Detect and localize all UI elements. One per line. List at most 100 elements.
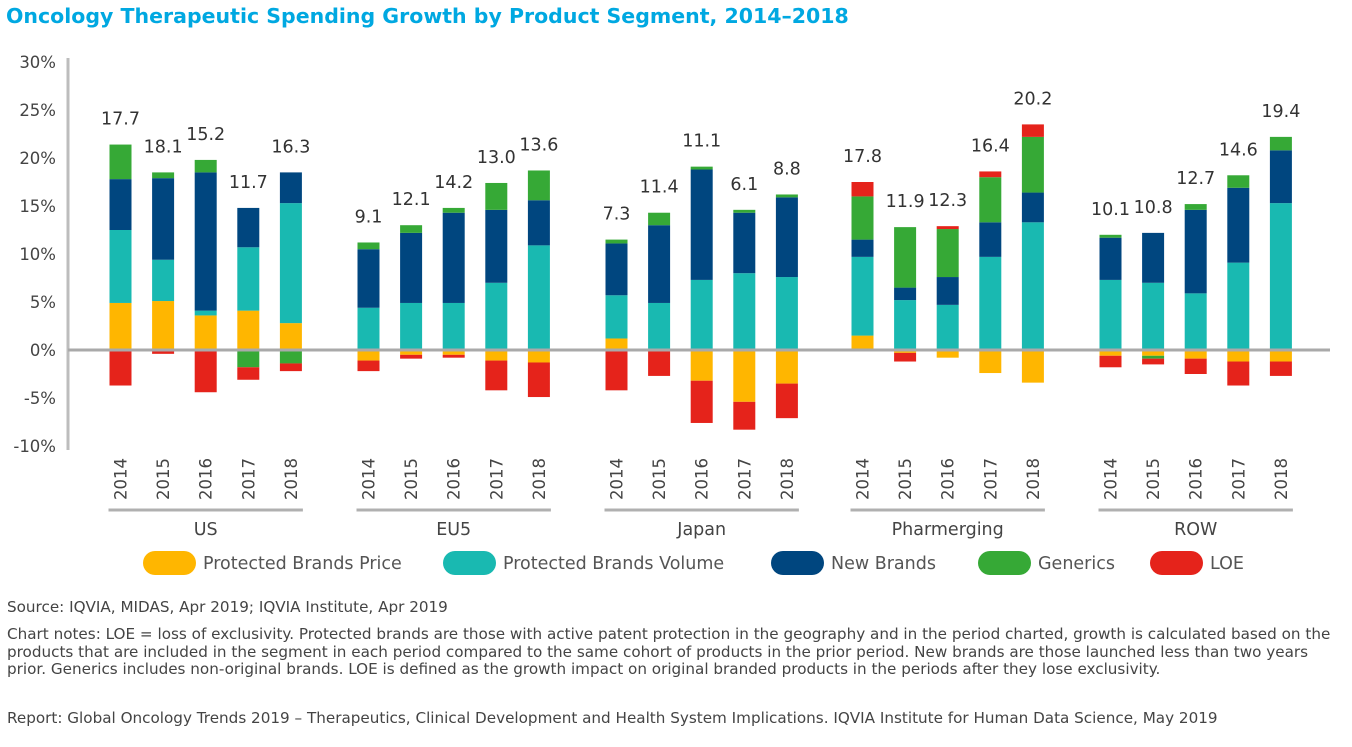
legend-swatch-loe [1150, 551, 1203, 575]
x-tick-label: 2016 [693, 458, 712, 500]
group-label: EU5 [436, 520, 471, 540]
x-tick-label: 2014 [360, 458, 379, 500]
bar-segment-loe [527, 362, 550, 398]
bar-segment-loe [485, 360, 508, 391]
x-tick-label: 2014 [608, 458, 627, 500]
bar-total-label: 17.7 [101, 110, 140, 130]
bar-total-label: 13.0 [477, 148, 516, 168]
legend-swatch-volume [443, 551, 496, 575]
x-tick-label: 2014 [1102, 458, 1121, 500]
bar-segment-price [979, 350, 1002, 374]
bar-segment-new [605, 243, 628, 296]
bar-total-label: 11.7 [229, 173, 268, 193]
bar-segment-volume [733, 273, 756, 350]
bar-segment-price [1099, 350, 1122, 356]
bar-segment-loe [279, 363, 302, 372]
bar-segment-new [485, 209, 508, 283]
x-tick-label: 2016 [445, 458, 464, 500]
bar-segment-generics [775, 194, 798, 198]
x-tick-label: 2018 [778, 458, 797, 500]
bar-segment-generics [648, 212, 671, 226]
legend-label: Protected Brands Price [203, 554, 402, 574]
bar-segment-loe [1021, 124, 1044, 137]
y-tick-label: 0% [30, 341, 56, 360]
y-tick-label: 15% [19, 197, 56, 216]
legend-swatch-new [771, 551, 824, 575]
bar-segment-price [733, 350, 756, 402]
bar-segment-price [690, 350, 713, 381]
x-tick-label: 2017 [487, 458, 506, 500]
bar-segment-price [400, 350, 423, 355]
bar-segment-generics [279, 350, 302, 364]
bar-segment-price [357, 350, 380, 361]
bar-total-label: 13.6 [519, 135, 558, 155]
bar-segment-new [442, 212, 465, 303]
bar-segment-price [1142, 350, 1165, 356]
bar-total-label: 12.3 [928, 191, 967, 211]
x-tick-label: 2017 [735, 458, 754, 500]
bar-segment-price [1021, 350, 1044, 383]
bar-total-label: 14.2 [434, 173, 473, 193]
bar-segment-volume [194, 310, 217, 316]
bar-segment-new [936, 277, 959, 305]
bar-segment-new [1227, 187, 1250, 263]
bar-segment-volume [279, 203, 302, 324]
bar-segment-price [1269, 350, 1292, 362]
bar-segment-new [357, 249, 380, 308]
bar-total-label: 15.2 [186, 125, 225, 145]
source-note: Source: IQVIA, MIDAS, Apr 2019; IQVIA In… [7, 598, 448, 616]
y-tick-label: 5% [30, 293, 56, 312]
x-tick-label: 2016 [1187, 458, 1206, 500]
bar-segment-new [894, 287, 917, 301]
bar-segment-price [527, 350, 550, 363]
bar-segment-generics [357, 242, 380, 250]
bar-segment-price [279, 323, 302, 350]
bar-segment-generics [979, 177, 1002, 223]
x-tick-label: 2018 [282, 458, 301, 500]
legend-label: LOE [1210, 554, 1244, 574]
bar-segment-volume [690, 279, 713, 350]
bar-segment-new [979, 222, 1002, 257]
bar-segment-price [1184, 350, 1207, 359]
bar-total-label: 19.4 [1261, 102, 1300, 122]
bar-segment-price [109, 302, 132, 350]
y-tick-label: 30% [19, 53, 56, 72]
bar-total-label: 6.1 [730, 175, 758, 195]
bar-segment-new [152, 178, 175, 260]
bar-segment-new [400, 232, 423, 303]
bar-segment-volume [851, 256, 874, 336]
legend-label: Generics [1038, 554, 1115, 574]
bar-segment-generics [1099, 234, 1122, 238]
bar-total-label: 16.4 [971, 136, 1010, 156]
bar-segment-volume [775, 277, 798, 350]
bar-segment-price [605, 338, 628, 350]
x-tick-label: 2014 [854, 458, 873, 500]
bar-segment-price [152, 301, 175, 350]
bar-segment-volume [605, 295, 628, 339]
bar-segment-loe [690, 380, 713, 423]
bar-total-label: 12.7 [1176, 169, 1215, 189]
bar-segment-loe [936, 226, 959, 230]
y-tick-label: 20% [19, 149, 56, 168]
bar-total-label: 11.1 [682, 132, 721, 152]
bar-total-label: 8.8 [773, 159, 801, 179]
bar-segment-new [279, 172, 302, 204]
bar-segment-loe [1142, 358, 1165, 365]
group-label: Pharmerging [892, 520, 1004, 540]
bar-segment-loe [894, 352, 917, 362]
bar-total-label: 11.4 [640, 178, 679, 198]
y-tick-label: -10% [13, 437, 56, 456]
bar-total-label: 12.1 [392, 190, 431, 210]
x-tick-label: 2018 [1272, 458, 1291, 500]
bar-segment-volume [400, 302, 423, 350]
bar-segment-price [775, 350, 798, 384]
bar-segment-generics [152, 172, 175, 179]
bar-segment-price [194, 315, 217, 350]
bar-segment-volume [1184, 293, 1207, 350]
bar-segment-loe [775, 383, 798, 419]
bar-segment-volume [1142, 282, 1165, 350]
bar-segment-price [442, 350, 465, 355]
bar-segment-new [1099, 237, 1122, 280]
bar-segment-new [109, 179, 132, 230]
legend-label: New Brands [831, 554, 936, 574]
